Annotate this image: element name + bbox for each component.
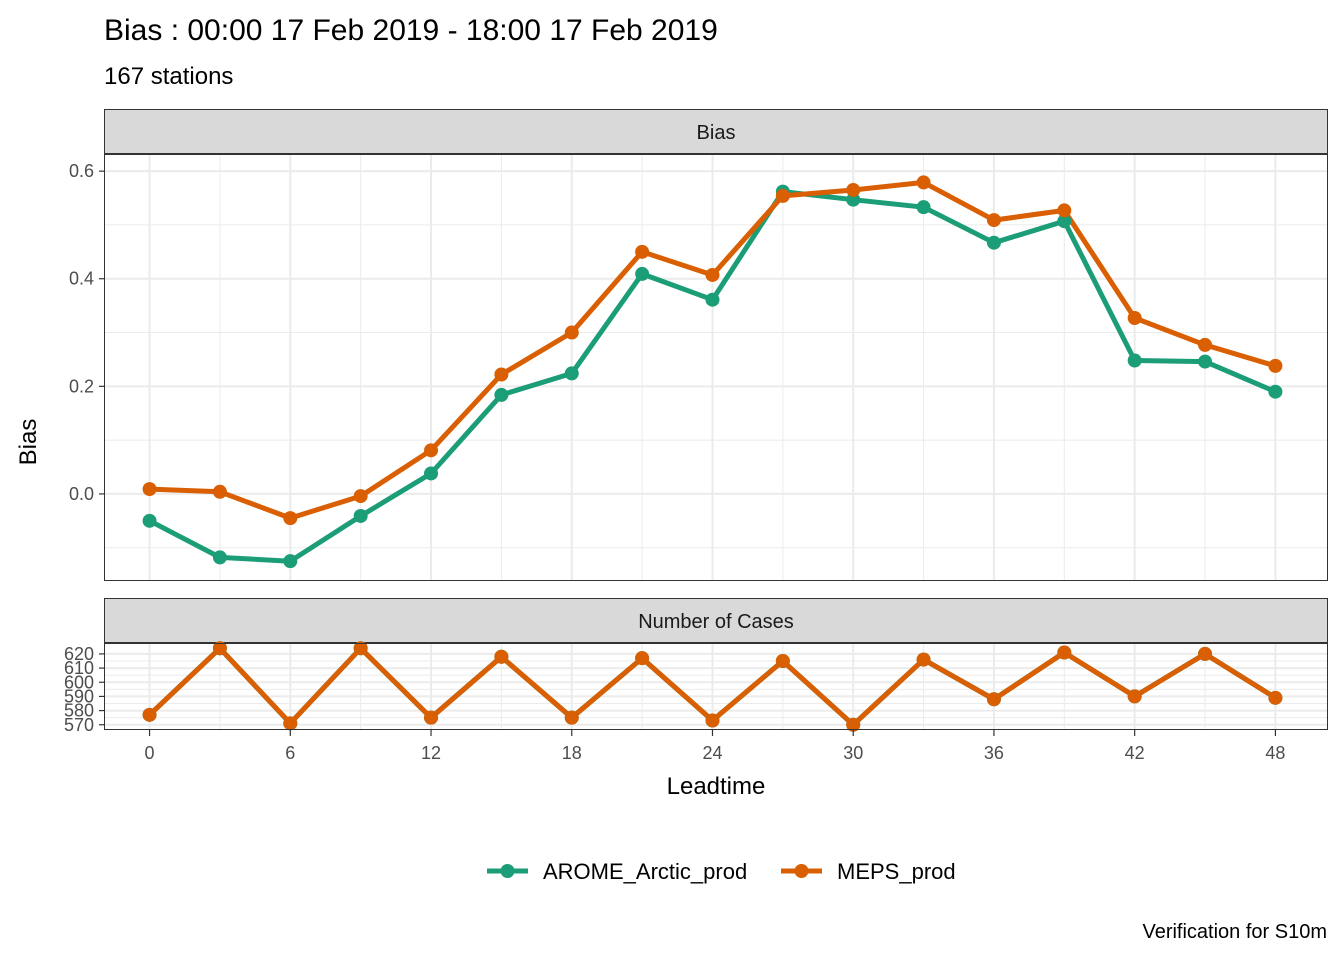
- data-point-arome-arctic-prod: [846, 192, 861, 207]
- data-point-meps-prod: [142, 482, 157, 497]
- y-tick-label: 0.6: [69, 161, 94, 181]
- cases-panel-strip-label: Number of Cases: [638, 611, 794, 633]
- caption: Verification for S10m: [1142, 921, 1327, 943]
- legend-item-meps: MEPS_prod: [781, 859, 956, 884]
- data-point-arome-arctic-prod: [1198, 354, 1213, 369]
- data-point-meps-prod: [1268, 690, 1283, 705]
- x-tick-label: 0: [145, 743, 155, 763]
- data-point-meps-prod: [424, 443, 439, 458]
- data-point-meps-prod: [775, 654, 790, 668]
- data-point-meps-prod: [142, 707, 157, 722]
- y-axis-label: Bias: [15, 419, 42, 466]
- x-tick-label: 30: [843, 743, 863, 763]
- data-point-arome-arctic-prod: [494, 387, 509, 402]
- x-tick-label: 6: [285, 743, 295, 763]
- data-point-meps-prod: [846, 717, 861, 732]
- x-tick-label: 36: [984, 743, 1004, 763]
- data-point-meps-prod: [424, 710, 439, 725]
- data-point-meps-prod: [986, 692, 1001, 707]
- x-axis-label: Leadtime: [667, 773, 766, 800]
- data-point-arome-arctic-prod: [283, 554, 298, 569]
- data-point-meps-prod: [212, 484, 227, 499]
- chart-title: Bias : 00:00 17 Feb 2019 - 18:00 17 Feb …: [104, 14, 718, 47]
- data-point-meps-prod: [212, 641, 227, 656]
- x-tick-label: 18: [562, 743, 582, 763]
- y-tick-label: 620: [64, 644, 94, 664]
- data-point-meps-prod: [635, 651, 650, 666]
- data-point-arome-arctic-prod: [212, 550, 227, 565]
- data-point-meps-prod: [1198, 337, 1213, 352]
- data-point-arome-arctic-prod: [705, 292, 720, 307]
- data-point-meps-prod: [1198, 646, 1213, 661]
- bias-gridlines: [105, 155, 1327, 580]
- data-point-meps-prod: [283, 511, 298, 526]
- y-tick-label: 0.2: [69, 376, 94, 396]
- y-tick-label: 610: [64, 658, 94, 678]
- y-tick-label: 0.4: [69, 269, 94, 289]
- data-point-arome-arctic-prod: [986, 235, 1001, 250]
- bias-panel-strip-label: Bias: [697, 122, 736, 144]
- data-point-meps-prod: [1057, 203, 1072, 218]
- data-point-meps-prod: [916, 652, 931, 667]
- data-point-arome-arctic-prod: [564, 366, 579, 381]
- x-tick-label: 12: [421, 743, 441, 763]
- data-point-meps-prod: [916, 175, 931, 190]
- data-point-meps-prod: [1268, 358, 1283, 373]
- data-point-meps-prod: [846, 182, 861, 197]
- data-point-meps-prod: [564, 710, 579, 725]
- data-point-meps-prod: [635, 244, 650, 259]
- chart-subtitle: 167 stations: [104, 63, 233, 90]
- y-tick-label: 0.0: [69, 484, 94, 504]
- data-point-meps-prod: [564, 325, 579, 340]
- bias-series-points: [142, 175, 1283, 569]
- bias-panel-border: [104, 154, 1328, 581]
- data-point-meps-prod: [494, 367, 509, 382]
- data-point-meps-prod: [494, 649, 509, 664]
- data-point-meps-prod: [353, 641, 368, 656]
- cases-panel-strip: [104, 598, 1328, 643]
- y-tick-label: 590: [64, 686, 94, 706]
- data-point-meps-prod: [775, 188, 790, 203]
- bias-panel-strip: [104, 109, 1328, 154]
- y-tick-label: 600: [64, 672, 94, 692]
- cases-series-points: [142, 641, 1283, 732]
- data-point-arome-arctic-prod: [424, 466, 439, 481]
- x-tick-label: 24: [702, 743, 722, 763]
- bias-y-axis: 0.0 0.2 0.4 0.6: [69, 161, 105, 504]
- data-point-meps-prod: [1127, 689, 1142, 704]
- legend-item-arome: AROME_Arctic_prod: [487, 859, 747, 884]
- data-point-meps-prod: [1127, 311, 1142, 326]
- data-point-meps-prod: [986, 213, 1001, 228]
- cases-panel-border: [104, 643, 1328, 730]
- x-axis: 0 6 12 18 24 30 36 42 48: [145, 730, 1285, 763]
- legend-label-meps: MEPS_prod: [837, 859, 956, 884]
- legend-label-arome: AROME_Arctic_prod: [543, 859, 747, 884]
- data-point-arome-arctic-prod: [1057, 214, 1072, 229]
- data-point-arome-arctic-prod: [916, 200, 931, 215]
- bias-panel: Bias 0.0 0.2 0.4 0.6 Bias: [15, 109, 1328, 581]
- data-point-arome-arctic-prod: [1127, 353, 1142, 368]
- cases-gridlines: [105, 644, 1327, 729]
- data-point-arome-arctic-prod: [635, 266, 650, 281]
- data-point-meps-prod: [705, 713, 720, 728]
- data-point-arome-arctic-prod: [1268, 384, 1283, 399]
- legend: AROME_Arctic_prod MEPS_prod: [487, 859, 956, 884]
- legend-key-arome-point: [500, 864, 515, 878]
- data-point-meps-prod: [1057, 645, 1072, 660]
- y-tick-label: 570: [64, 715, 94, 735]
- data-point-arome-arctic-prod: [353, 508, 368, 523]
- data-point-meps-prod: [353, 489, 368, 504]
- x-tick-label: 42: [1125, 743, 1145, 763]
- x-tick-label: 48: [1265, 743, 1285, 763]
- legend-key-meps-point: [794, 864, 809, 878]
- data-point-meps-prod: [705, 267, 720, 282]
- y-tick-label: 580: [64, 701, 94, 721]
- data-point-arome-arctic-prod: [142, 513, 157, 528]
- data-point-meps-prod: [283, 716, 298, 731]
